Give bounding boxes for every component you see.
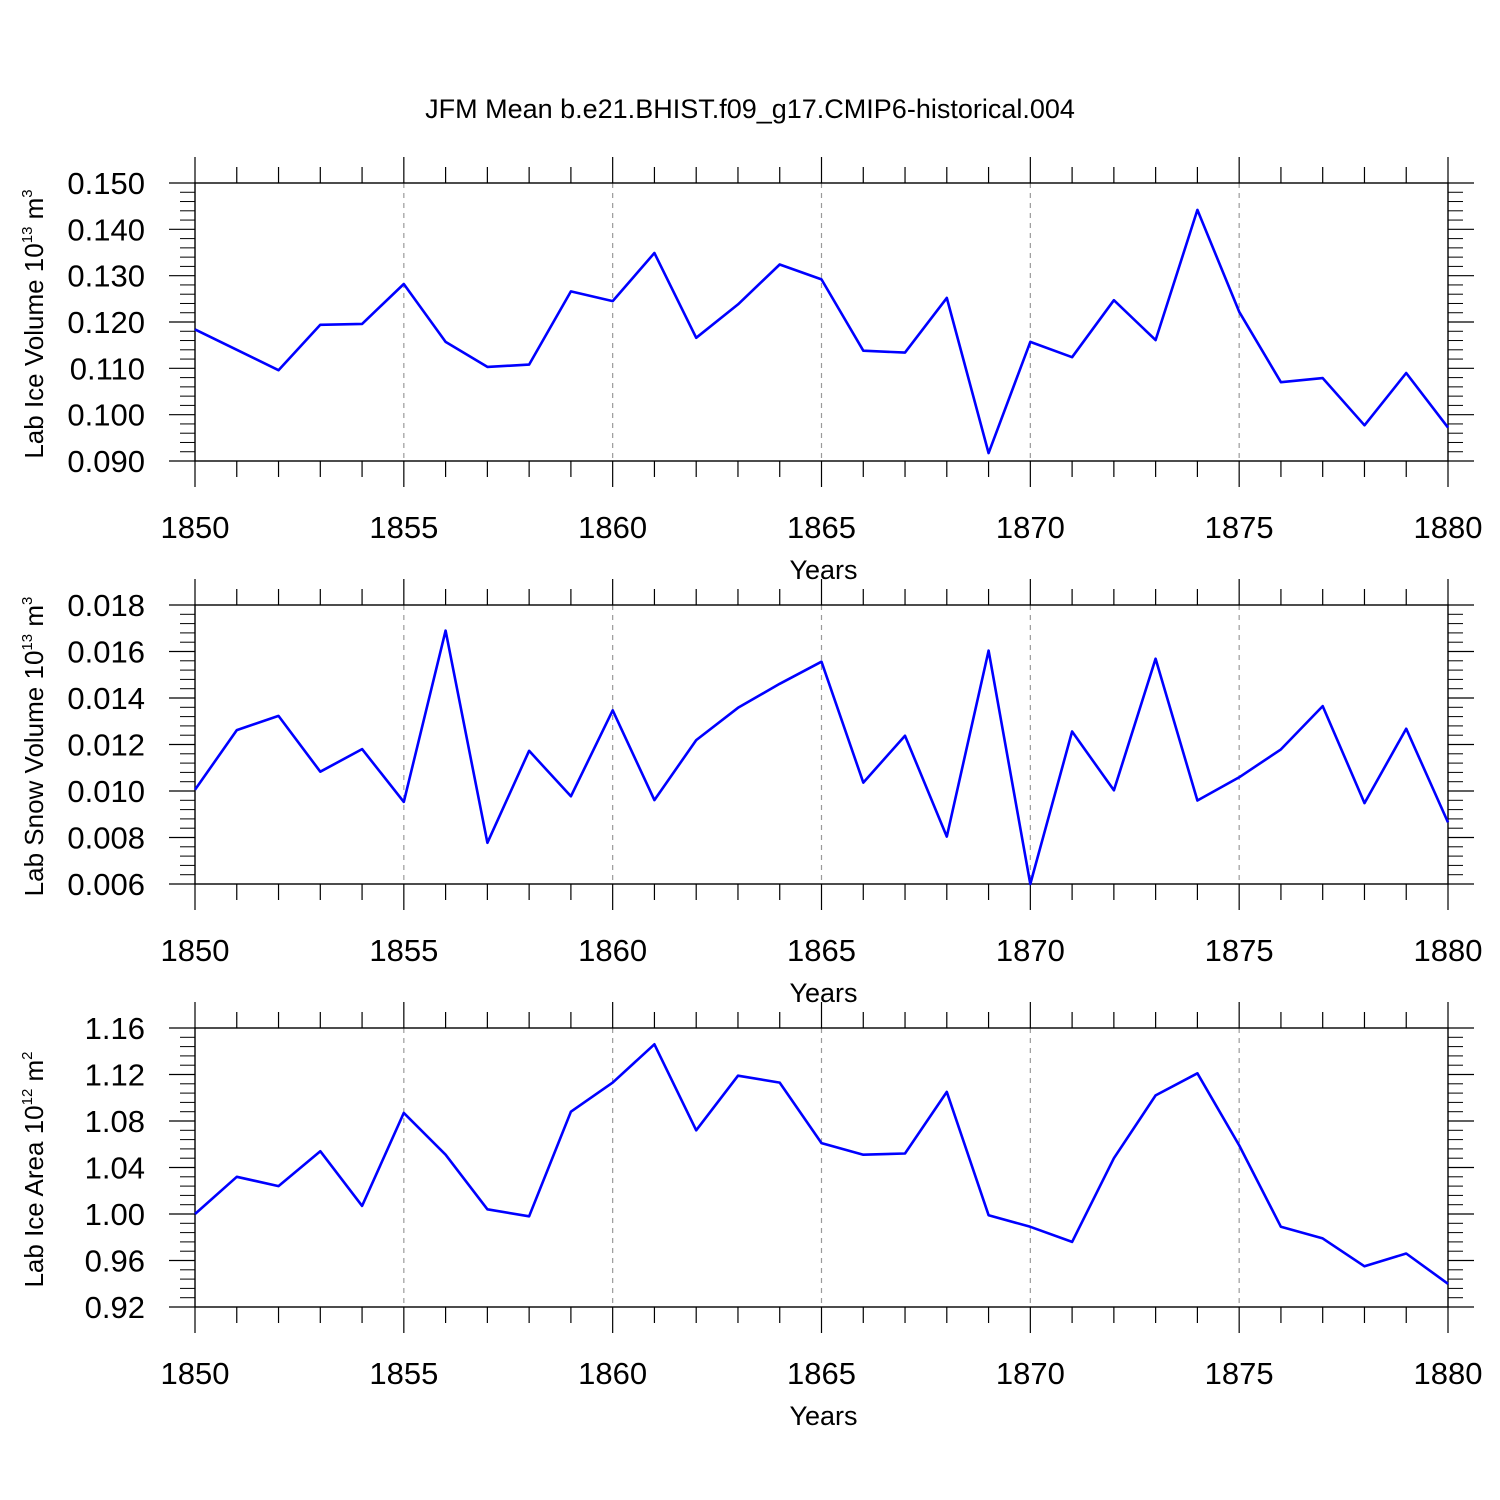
y-tick-label: 0.016 (67, 635, 145, 670)
series-line (193, 629, 1450, 886)
x-tick-label: 1870 (996, 510, 1065, 545)
panel-2: 0.006 0.008 0.010 0.012 0.014 0.016 0.018 1850 1… (19, 579, 1482, 1008)
y-tick-label: 1.12 (85, 1058, 145, 1093)
x-axis-label: Years (789, 1401, 857, 1431)
x-tick-label: 1865 (787, 1356, 856, 1391)
y-tick-label: 0.010 (67, 774, 145, 809)
y-axis-label: Lab Snow Volume 1013 m3 (19, 597, 49, 897)
series-line (194, 1043, 1449, 1285)
x-tick-label: 1875 (1205, 510, 1274, 545)
y-axis-label: Lab Ice Area 1012 m2 (19, 1051, 49, 1287)
y-tick-label: 0.006 (67, 867, 145, 902)
y-tick-label: 1.08 (85, 1104, 145, 1139)
y-tick-label: 0.110 (70, 351, 145, 386)
y-tick-label: 0.100 (67, 398, 145, 433)
x-tick-label: 1875 (1205, 1356, 1274, 1391)
y-tick-label: 0.008 (67, 821, 145, 856)
x-tick-label: 1870 (996, 1356, 1065, 1391)
y-tick-label: 0.96 (85, 1244, 145, 1279)
y-tick-label: 0.130 (67, 259, 145, 294)
y-tick-label: 0.120 (67, 305, 145, 340)
x-tick-label: 1860 (578, 933, 647, 968)
x-tick-label: 1860 (578, 1356, 647, 1391)
x-tick-label: 1855 (369, 1356, 438, 1391)
x-tick-label: 1850 (161, 933, 230, 968)
x-tick-label: 1865 (787, 510, 856, 545)
x-axis-label: Years (789, 978, 857, 1008)
x-tick-label: 1850 (161, 1356, 230, 1391)
panels: 0.090 0.100 0.110 0.120 0.130 0.140 0.150 1850 1… (19, 157, 1482, 1431)
series-line (194, 208, 1450, 455)
chart-title: JFM Mean b.e21.BHIST.f09_g17.CMIP6-histo… (425, 94, 1075, 124)
y-axis-label: Lab Ice Volume 1013 m3 (19, 189, 49, 458)
x-tick-label: 1850 (161, 510, 230, 545)
y-tick-label: 0.140 (67, 212, 145, 247)
x-tick-label: 1855 (369, 510, 438, 545)
y-tick-label: 0.014 (67, 681, 145, 716)
y-tick-label: 0.018 (67, 588, 145, 623)
x-tick-label: 1880 (1414, 933, 1483, 968)
y-tick-label: 0.012 (67, 728, 145, 763)
y-tick-label: 0.92 (85, 1290, 145, 1325)
y-tick-label: 1.04 (85, 1151, 145, 1186)
x-tick-label: 1875 (1205, 933, 1274, 968)
y-tick-label: 1.00 (85, 1197, 145, 1232)
panel-1: 0.090 0.100 0.110 0.120 0.130 0.140 0.150 1850 1… (19, 157, 1482, 585)
y-tick-label: 1.16 (85, 1011, 145, 1046)
x-tick-label: 1865 (787, 933, 856, 968)
x-axis-label: Years (789, 555, 857, 585)
x-tick-label: 1855 (369, 933, 438, 968)
panel-3: 0.92 0.96 1.00 1.04 1.08 1.12 1.16 1850 1855 1860… (19, 1002, 1482, 1431)
x-tick-label: 1880 (1414, 1356, 1483, 1391)
x-tick-label: 1860 (578, 510, 647, 545)
x-tick-label: 1870 (996, 933, 1065, 968)
y-tick-label: 0.090 (67, 444, 145, 479)
x-tick-label: 1880 (1414, 510, 1483, 545)
y-tick-label: 0.150 (67, 166, 145, 201)
